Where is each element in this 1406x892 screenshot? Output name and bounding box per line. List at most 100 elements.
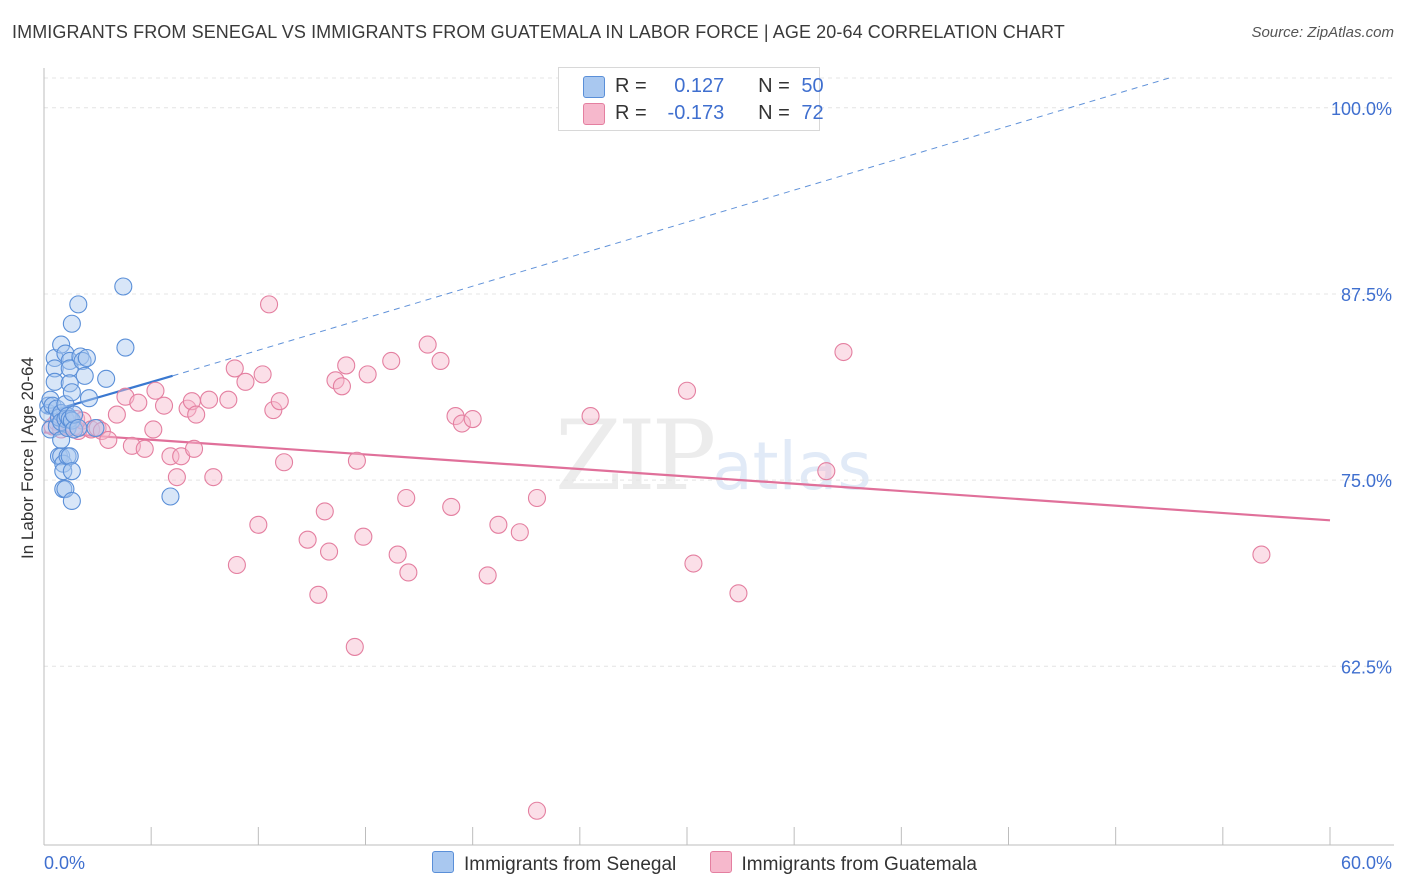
point-guatemala <box>253 365 272 384</box>
point-guatemala <box>309 585 328 604</box>
point-guatemala <box>684 554 703 573</box>
point-guatemala <box>347 451 366 470</box>
point-senegal <box>77 348 96 368</box>
point-guatemala <box>184 439 204 458</box>
legend-r-guatemala: -0.173 <box>667 102 725 124</box>
point-senegal <box>69 418 88 438</box>
trend-lines <box>43 77 1331 522</box>
point-guatemala <box>382 351 401 371</box>
trend-line-senegal-dashed <box>172 77 1170 377</box>
point-guatemala <box>446 407 465 426</box>
point-senegal <box>60 374 79 393</box>
point-senegal <box>60 351 79 371</box>
point-guatemala <box>397 488 416 508</box>
y-tick-label: 62.5% <box>1341 657 1392 677</box>
point-guatemala <box>135 439 154 458</box>
point-guatemala <box>817 462 836 481</box>
legend-item-senegal: Immigrants from Senegal <box>432 851 676 876</box>
point-guatemala <box>358 365 377 384</box>
point-senegal <box>97 369 116 388</box>
x-tick-label: 60.0% <box>1341 853 1392 873</box>
point-senegal <box>161 487 180 506</box>
point-senegal <box>62 491 81 511</box>
y-tick-label: 87.5% <box>1341 285 1392 305</box>
point-senegal <box>62 314 81 333</box>
point-guatemala <box>236 372 255 391</box>
point-guatemala <box>510 523 529 542</box>
point-guatemala <box>442 497 461 516</box>
point-guatemala <box>129 393 148 412</box>
point-guatemala <box>345 637 364 656</box>
point-senegal <box>56 480 75 499</box>
point-guatemala <box>581 407 600 426</box>
point-guatemala <box>225 359 244 378</box>
legend-r-label: R = <box>615 102 647 124</box>
point-guatemala <box>154 396 174 415</box>
watermark-atlas: atlas <box>712 428 872 505</box>
point-senegal <box>86 418 105 438</box>
point-guatemala <box>264 401 283 420</box>
point-senegal <box>60 447 79 466</box>
legend-r-senegal: 0.127 <box>674 75 725 97</box>
correlation-legend: R = 0.127 N = 50 R = -0.173 N = 72 <box>558 67 824 131</box>
point-guatemala <box>199 390 219 409</box>
legend-swatch-senegal <box>583 75 605 98</box>
point-guatemala <box>431 351 450 371</box>
legend-r-label: R = <box>615 75 647 97</box>
legend-n-senegal: 50 <box>801 75 824 97</box>
legend-row-senegal: R = 0.127 N = 50 <box>583 75 824 99</box>
point-guatemala <box>161 447 180 466</box>
gridlines <box>44 77 1394 667</box>
point-guatemala <box>729 584 748 603</box>
point-guatemala <box>478 566 497 585</box>
y-tick-label: 100.0% <box>1331 99 1392 119</box>
point-guatemala <box>219 390 238 409</box>
legend-n-label: N = <box>758 75 790 97</box>
watermark-zip: ZIP <box>555 400 716 512</box>
point-guatemala <box>107 405 126 424</box>
point-guatemala <box>527 801 547 820</box>
point-guatemala <box>489 515 508 534</box>
point-senegal <box>45 359 64 378</box>
axes <box>43 68 1394 846</box>
point-guatemala <box>249 515 268 534</box>
point-guatemala <box>259 295 279 314</box>
tick-labels: 62.5% 75.0% 87.5% 100.0% 0.0% 60.0% <box>44 99 1392 873</box>
point-guatemala <box>418 335 437 354</box>
legend-swatch-guatemala <box>709 851 732 873</box>
series-legend: Immigrants from Senegal Immigrants from … <box>432 851 1005 876</box>
point-senegal <box>62 462 81 481</box>
point-senegal <box>114 277 133 296</box>
legend-swatch-guatemala <box>583 102 605 125</box>
point-guatemala <box>227 555 246 575</box>
point-guatemala <box>399 563 418 582</box>
point-guatemala <box>834 342 853 362</box>
legend-n-guatemala: 72 <box>801 102 824 124</box>
legend-item-guatemala: Immigrants from Guatemala <box>709 851 977 876</box>
legend-row-guatemala: R = -0.173 N = 72 <box>583 102 824 126</box>
legend-label-senegal: Immigrants from Senegal <box>464 854 677 875</box>
legend-label-guatemala: Immigrants from Guatemala <box>741 854 977 875</box>
point-senegal <box>62 383 81 402</box>
point-senegal <box>45 372 64 391</box>
legend-n-label: N = <box>758 102 790 124</box>
point-senegal <box>69 295 88 314</box>
point-guatemala <box>99 430 118 449</box>
point-guatemala <box>167 468 186 487</box>
point-guatemala <box>204 468 223 487</box>
y-tick-label: 75.0% <box>1341 471 1392 491</box>
point-guatemala <box>144 420 163 439</box>
point-guatemala <box>452 414 472 433</box>
point-guatemala <box>1252 545 1271 564</box>
data-points <box>39 277 1271 820</box>
point-guatemala <box>315 502 334 521</box>
source-label: Source: ZipAtlas.com <box>1251 24 1394 41</box>
y-axis-label: In Labor Force | Age 20-64 <box>18 357 37 559</box>
point-guatemala <box>187 405 206 424</box>
point-senegal <box>52 335 71 354</box>
point-guatemala <box>463 410 482 429</box>
point-guatemala <box>388 545 407 564</box>
chart-title: IMMIGRANTS FROM SENEGAL VS IMMIGRANTS FR… <box>12 22 1065 42</box>
point-guatemala <box>332 377 351 396</box>
